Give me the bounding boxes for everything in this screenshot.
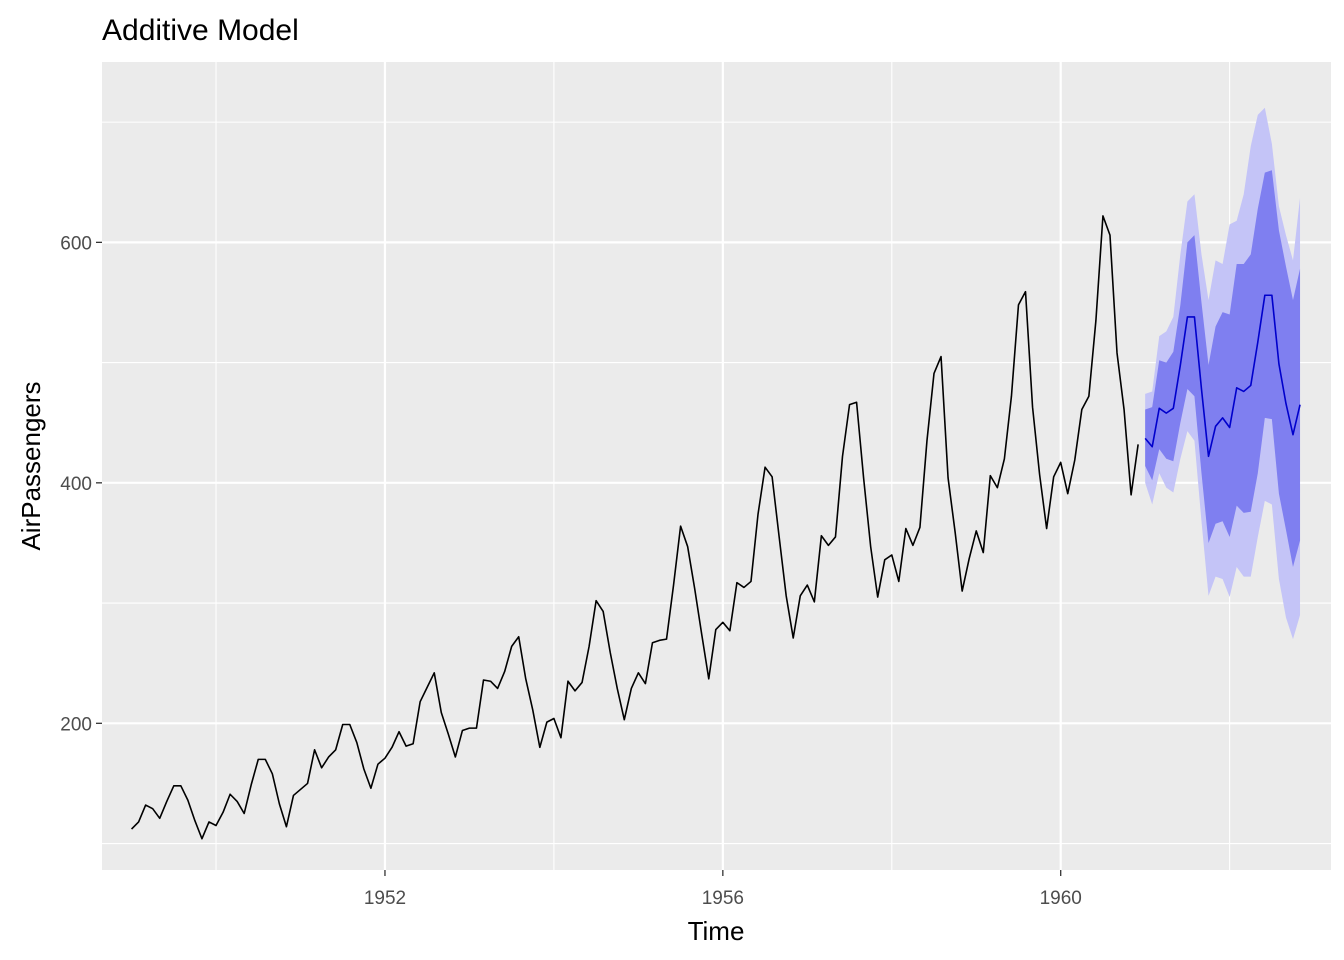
forecast-intervals xyxy=(1145,107,1301,640)
y-tick-label: 400 xyxy=(60,474,92,495)
y-tick-label: 600 xyxy=(60,233,92,254)
y-tick-label: 200 xyxy=(60,714,92,735)
x-axis: 1952 1956 1960 xyxy=(364,870,1082,909)
x-axis-title: Time xyxy=(688,916,745,946)
interval-80-band xyxy=(1145,170,1301,567)
forecast-mean-line xyxy=(1144,294,1301,458)
x-tick-label: 1960 xyxy=(1040,888,1082,909)
plot-panel xyxy=(102,62,1331,870)
y-axis-title: AirPassengers xyxy=(16,381,46,550)
x-tick-label: 1952 xyxy=(364,888,406,909)
series-lines xyxy=(130,215,1301,840)
minor-gridlines xyxy=(102,62,1331,870)
observed-series-line xyxy=(130,215,1139,840)
x-tick-label: 1956 xyxy=(702,888,744,909)
chart-title: Additive Model xyxy=(102,14,299,47)
y-axis: 200 400 600 xyxy=(60,233,102,735)
